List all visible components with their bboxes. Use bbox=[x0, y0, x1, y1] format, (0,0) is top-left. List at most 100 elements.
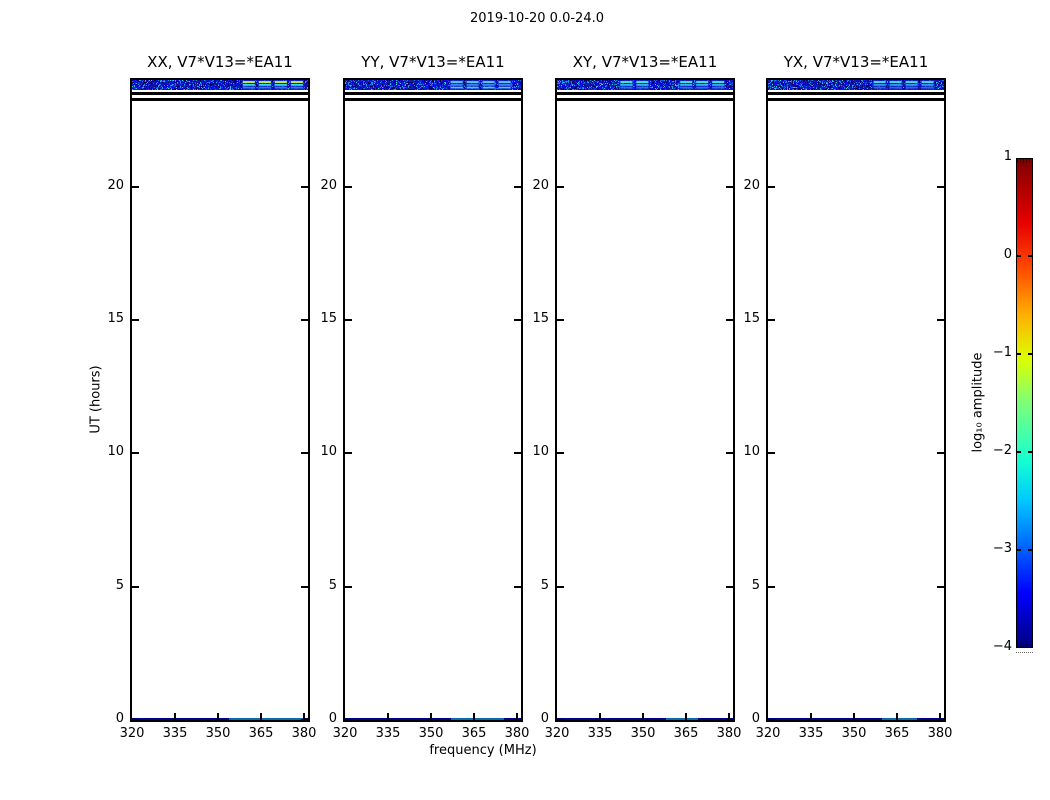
y-tick-mark bbox=[345, 719, 352, 721]
y-tick-label: 20 bbox=[320, 178, 337, 193]
x-tick-label: 380 bbox=[504, 726, 530, 741]
y-tick-mark bbox=[301, 719, 308, 721]
y-tick-mark bbox=[301, 319, 308, 321]
bottom-data-row bbox=[345, 718, 521, 720]
y-tick-mark bbox=[345, 452, 352, 455]
figure-title: 2019-10-20 0.0-24.0 bbox=[470, 11, 604, 26]
y-tick-label: 15 bbox=[107, 311, 124, 326]
y-tick-mark bbox=[514, 585, 521, 588]
x-tick-label: 380 bbox=[927, 726, 953, 741]
colorbar-tick-label: −3 bbox=[992, 541, 1012, 556]
y-tick-label: 0 bbox=[328, 711, 337, 726]
x-tick-mark bbox=[810, 713, 812, 720]
colorbar-tick-mark bbox=[1017, 255, 1021, 257]
colorbar-tick-label: −1 bbox=[992, 345, 1012, 360]
x-tick-label: 320 bbox=[755, 726, 781, 741]
y-tick-mark bbox=[726, 719, 733, 721]
flagged-row-band bbox=[768, 98, 944, 102]
x-tick-label: 320 bbox=[332, 726, 358, 741]
y-tick-mark bbox=[768, 585, 775, 588]
panel-title: YX, V7*V13=*EA11 bbox=[783, 53, 929, 71]
noise-strip-canvas bbox=[768, 80, 944, 90]
y-tick-label: 20 bbox=[743, 178, 760, 193]
x-tick-label: 350 bbox=[418, 726, 444, 741]
x-tick-mark bbox=[896, 713, 898, 720]
x-tick-label: 365 bbox=[248, 726, 274, 741]
x-tick-label: 335 bbox=[375, 726, 401, 741]
y-tick-label: 5 bbox=[115, 578, 124, 593]
x-tick-mark bbox=[387, 713, 389, 720]
x-tick-label: 335 bbox=[587, 726, 613, 741]
y-tick-mark bbox=[557, 185, 564, 188]
x-tick-mark bbox=[939, 713, 941, 720]
flagged-row-band bbox=[557, 98, 733, 102]
y-tick-label: 0 bbox=[751, 711, 760, 726]
y-tick-mark bbox=[557, 452, 564, 455]
y-tick-mark bbox=[726, 319, 733, 321]
noise-strip-canvas bbox=[132, 80, 308, 90]
y-tick-label: 5 bbox=[328, 578, 337, 593]
noise-strip-canvas bbox=[557, 80, 733, 90]
x-tick-mark bbox=[174, 713, 176, 720]
y-tick-mark bbox=[937, 452, 944, 455]
bottom-data-row bbox=[768, 718, 944, 720]
colorbar-tick-label: 1 bbox=[1003, 149, 1012, 164]
flagged-row-band bbox=[132, 98, 308, 102]
bottom-data-segment bbox=[451, 718, 504, 720]
x-tick-label: 380 bbox=[716, 726, 742, 741]
spectrum-panel-yy bbox=[343, 78, 523, 722]
x-tick-label: 365 bbox=[673, 726, 699, 741]
y-tick-label: 20 bbox=[532, 178, 549, 193]
flagged-row-band bbox=[557, 92, 733, 95]
y-tick-label: 0 bbox=[115, 711, 124, 726]
y-tick-mark bbox=[132, 452, 139, 455]
y-tick-mark bbox=[345, 185, 352, 188]
y-tick-mark bbox=[768, 452, 775, 455]
x-tick-label: 335 bbox=[162, 726, 188, 741]
y-tick-label: 15 bbox=[743, 311, 760, 326]
colorbar-top-comb bbox=[1017, 159, 1032, 163]
y-tick-mark bbox=[132, 585, 139, 588]
x-tick-mark bbox=[642, 713, 644, 720]
colorbar-tick-label: −4 bbox=[992, 639, 1012, 654]
x-tick-mark bbox=[516, 713, 518, 720]
y-tick-mark bbox=[937, 319, 944, 321]
y-tick-label: 10 bbox=[532, 444, 549, 459]
y-tick-mark bbox=[301, 452, 308, 455]
colorbar-gradient bbox=[1017, 159, 1032, 647]
colorbar bbox=[1016, 158, 1033, 648]
y-tick-label: 15 bbox=[532, 311, 549, 326]
x-tick-mark bbox=[728, 713, 730, 720]
y-tick-mark bbox=[514, 319, 521, 321]
y-tick-mark bbox=[132, 719, 139, 721]
x-tick-label: 350 bbox=[205, 726, 231, 741]
y-tick-mark bbox=[726, 452, 733, 455]
bottom-data-row bbox=[557, 718, 733, 720]
noise-strip-canvas bbox=[345, 80, 521, 90]
y-tick-mark bbox=[132, 185, 139, 188]
x-tick-label: 335 bbox=[798, 726, 824, 741]
x-tick-label: 380 bbox=[291, 726, 317, 741]
bottom-data-segment bbox=[229, 718, 303, 720]
y-tick-mark bbox=[514, 452, 521, 455]
y-tick-mark bbox=[132, 319, 139, 321]
x-tick-label: 365 bbox=[884, 726, 910, 741]
x-tick-mark bbox=[217, 713, 219, 720]
y-tick-mark bbox=[726, 185, 733, 188]
panel-title: YY, V7*V13=*EA11 bbox=[361, 53, 505, 71]
x-tick-mark bbox=[853, 713, 855, 720]
y-tick-label: 20 bbox=[107, 178, 124, 193]
bottom-data-segment bbox=[666, 718, 698, 720]
y-tick-label: 5 bbox=[751, 578, 760, 593]
y-tick-mark bbox=[557, 319, 564, 321]
x-tick-mark bbox=[430, 713, 432, 720]
x-tick-mark bbox=[303, 713, 305, 720]
y-tick-label: 15 bbox=[320, 311, 337, 326]
y-tick-mark bbox=[301, 185, 308, 188]
x-axis-label: frequency (MHz) bbox=[429, 743, 537, 758]
x-tick-mark bbox=[599, 713, 601, 720]
y-tick-mark bbox=[514, 719, 521, 721]
spectrum-panel-xx bbox=[130, 78, 310, 722]
colorbar-under-dots bbox=[1016, 652, 1033, 653]
